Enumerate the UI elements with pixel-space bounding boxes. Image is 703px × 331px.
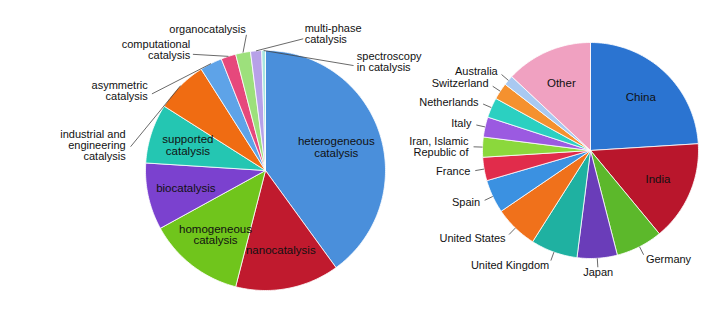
svg-text:Other: Other [547,77,576,89]
svg-text:China: China [626,91,657,103]
svg-text:industrial andengineeringcatal: industrial andengineeringcatalysis [60,128,126,162]
svg-text:Japan: Japan [583,266,613,278]
svg-text:Spain: Spain [452,196,480,208]
svg-text:Iran, IslamicRepublic of: Iran, IslamicRepublic of [409,135,469,158]
svg-text:France: France [436,165,470,177]
svg-text:United States: United States [440,232,507,244]
svg-text:biocatalysis: biocatalysis [156,182,216,194]
svg-text:spectroscopyin catalysis: spectroscopyin catalysis [357,50,422,73]
svg-text:multi-phasecatalysis: multi-phasecatalysis [305,22,362,45]
svg-text:Netherlands: Netherlands [419,96,479,108]
svg-text:Germany: Germany [646,253,692,265]
svg-text:asymmetriccatalysis: asymmetriccatalysis [92,79,149,102]
svg-text:computationalcatalysis: computationalcatalysis [122,38,191,61]
svg-text:Australia: Australia [455,65,499,77]
svg-text:organocatalysis: organocatalysis [169,23,246,35]
svg-text:homogeneouscatalysis: homogeneouscatalysis [179,223,252,247]
svg-text:heterogeneouscatalysis: heterogeneouscatalysis [298,135,375,159]
svg-text:nanocatalysis: nanocatalysis [246,244,316,256]
svg-text:Italy: Italy [451,117,472,129]
svg-text:India: India [645,173,671,185]
svg-text:Switzerland: Switzerland [432,77,489,89]
svg-text:supportedcatalysis: supportedcatalysis [162,133,213,157]
svg-text:United Kingdom: United Kingdom [471,259,549,271]
